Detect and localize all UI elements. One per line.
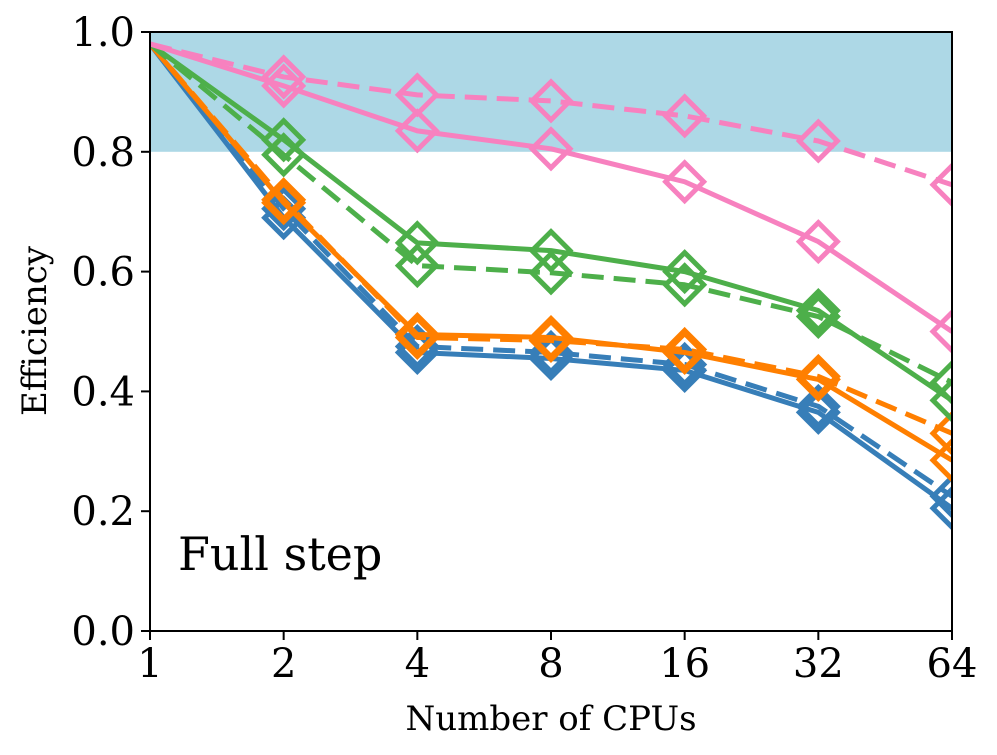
data-point-marker [528,317,574,364]
data-point-marker [528,78,574,124]
x-tick-label: 4 [405,641,430,687]
y-tick-label: 0.8 [71,130,135,176]
x-tick-label: 2 [271,641,296,687]
x-tick-label: 1 [137,641,162,687]
y-tick-label: 0.6 [71,250,135,296]
y-tick-label: 1.0 [71,10,135,56]
data-point-marker [795,353,841,399]
data-point-marker [394,220,440,266]
y-tick-label: 0.2 [71,489,135,535]
data-point-marker [795,383,841,429]
data-point-marker [929,377,952,423]
series-line-green-dashed [150,42,952,385]
data-point-marker [662,249,708,295]
x-tick-label: 64 [927,641,978,687]
data-point-marker [795,219,841,265]
series-pink-solid [150,41,952,355]
panel-annotation: Full step [178,527,382,581]
x-tick-label: 8 [538,641,563,687]
data-point-marker [929,359,952,405]
data-point-marker [528,126,574,172]
data-point-marker [662,262,708,308]
series-line-pink-solid [150,41,952,334]
data-point-marker [394,243,440,289]
data-point-marker [662,326,708,373]
data-point-marker [261,54,307,100]
x-tick-label: 32 [793,641,844,687]
y-tick-label: 0.0 [71,609,135,655]
series-line-orange-dashed [150,42,952,436]
data-point-marker [261,132,307,178]
series-layer [150,41,952,531]
series-orange-dashed [150,42,952,456]
data-point-marker [795,287,841,334]
data-point-marker [795,389,841,435]
series-pink-dashed [150,41,952,208]
data-point-marker [261,63,307,109]
x-tick-label: 16 [659,641,710,687]
data-point-marker [795,293,841,340]
x-axis: 1 2 4 8 16 32 64 [137,631,977,687]
y-axis-title: Efficiency [15,245,55,416]
y-axis: 0.0 0.2 0.4 0.6 0.8 1.0 [71,10,150,655]
x-axis-title: Number of CPUs [405,699,696,739]
series-green-dashed [150,42,952,405]
data-point-marker [795,118,841,164]
data-point-marker [394,314,440,361]
data-point-marker [929,473,952,519]
y-tick-label: 0.4 [71,369,135,415]
series-line-pink-dashed [150,41,952,188]
data-point-marker [394,72,440,118]
data-point-marker [929,162,952,208]
data-point-marker [261,117,307,163]
data-point-marker [662,159,708,205]
data-point-marker [261,177,307,223]
data-point-marker [929,308,952,355]
series-line-blue-dashed [150,42,952,499]
data-point-marker [394,108,440,154]
data-point-marker [929,410,952,456]
data-point-marker [528,250,574,296]
data-point-marker [662,93,708,139]
data-point-marker [261,186,307,232]
data-point-marker [528,228,574,274]
data-point-marker [929,437,952,483]
